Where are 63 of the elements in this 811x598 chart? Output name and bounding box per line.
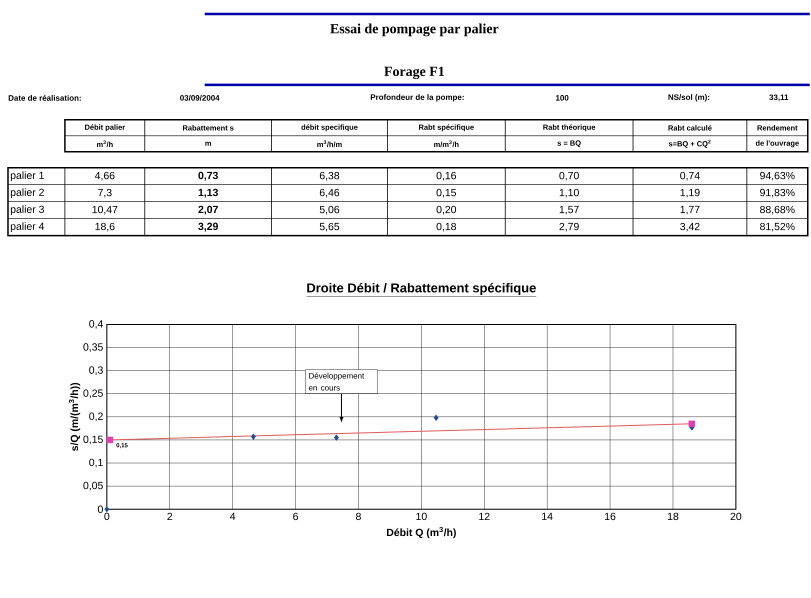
text: 0,20 [436,206,456,214]
y-tick-label: 0 [98,505,103,513]
text: 0,70 [559,172,579,180]
text: palier 1 [10,171,44,182]
x-tick-label: 0 [104,512,110,520]
point [688,420,696,427]
text: 1,10 [560,188,579,198]
text: 6,38 [320,172,340,180]
text: 0,74 [680,172,700,180]
y-tick-label: 0,1 [89,458,103,468]
text: palier 3 [10,205,44,215]
y-tick-label: 0,05 [83,482,103,490]
x-tick-label: 8 [356,512,361,520]
y-tick-label: 0,4 [89,320,104,329]
text: 0,15 [436,188,456,198]
text: 3,29 [198,222,218,232]
text: 88,68% [760,206,795,214]
text: Forage F1 [384,66,444,79]
text: 6,46 [320,188,340,198]
text: 3,42 [680,222,700,232]
text: 81,52% [760,222,795,232]
x-tick-label: 16 [605,512,616,520]
x-tick-label: 14 [542,512,553,520]
text: 4,66 [94,172,115,180]
text: 0,73 [198,172,218,181]
text: 0,16 [436,172,456,180]
y-axis-title: s/Q (m/(m$^{3}$/h)) [68,382,80,451]
x-tick-label: 4 [230,512,236,520]
y-tick-label: 0,3 [89,366,103,375]
text: 94,63% [760,172,795,180]
text: palier 2 [10,188,44,198]
text: 0,18 [436,222,456,232]
point [106,436,114,444]
text: 2,07 [198,206,218,215]
y-tick-label: 0,15 [83,436,103,444]
x-tick-label: 10 [416,512,427,520]
point [250,433,256,440]
text: 1,19 [680,188,700,198]
x-axis-title: Débit Q (m$^{3}$/h) [386,526,456,538]
text: 5,65 [320,222,340,232]
text: 7,3 [98,188,112,198]
point [434,414,439,421]
x-tick-label: 2 [167,512,172,520]
text: 10,47 [92,206,118,214]
x-tick-label: 18 [668,512,678,520]
x-tick-label: 6 [293,512,298,520]
point [104,506,110,512]
y-tick-label: 0,2 [89,412,103,422]
x-tick-label: 12 [479,512,490,520]
text: 1,13 [198,188,218,198]
y-tick-label: 0,35 [83,343,103,352]
text: 2,79 [559,222,579,232]
text: Essai de pompage par palier [330,24,498,36]
y-tick-label: 0,25 [83,389,103,398]
text: palier 4 [10,222,44,232]
chart-title: Droite Débit / Rabattement spécifique [307,282,536,296]
text: 1,77 [680,206,700,214]
x-tick-label: 20 [730,512,742,520]
point [334,434,339,441]
text: 18,6 [95,222,115,232]
text: 5,06 [320,206,340,214]
text: 91,83% [760,188,795,198]
text: 1,57 [560,206,579,214]
